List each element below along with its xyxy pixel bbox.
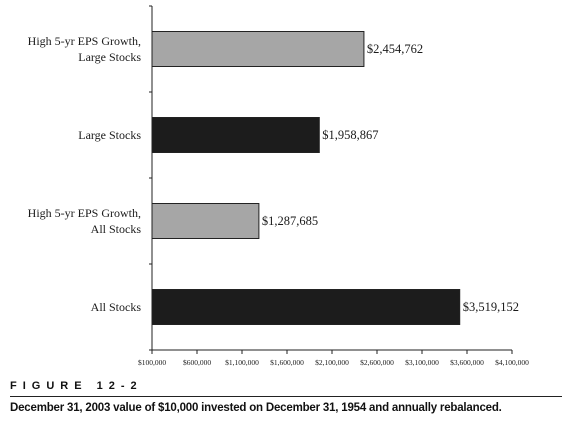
category-label-line: High 5-yr EPS Growth,	[28, 206, 141, 220]
bar	[151, 31, 365, 67]
category-label-line: Large Stocks	[78, 50, 141, 64]
x-tick-label: $600,000	[183, 358, 211, 367]
x-tick-label: $2,600,000	[360, 358, 394, 367]
x-tick-label: $100,000	[138, 358, 166, 367]
bar	[151, 289, 461, 325]
x-tick-label: $2,100,000	[315, 358, 349, 367]
category-label: All Stocks	[91, 300, 142, 314]
category-label-line: Large Stocks	[78, 128, 141, 142]
figure-divider	[10, 396, 562, 397]
figure-caption: December 31, 2003 value of $10,000 inves…	[10, 402, 502, 414]
category-label-line: All Stocks	[91, 222, 142, 236]
bar	[151, 203, 260, 239]
bar-chart: $100,000 $600,000 $1,100,000 $1,600,000 $2,1…	[28, 5, 529, 367]
x-tick-label: $1,600,000	[270, 358, 304, 367]
x-tick-label: $3,600,000	[450, 358, 484, 367]
chart-bars	[151, 31, 461, 325]
x-tick-label: $4,100,000	[495, 358, 529, 367]
x-tick-label: $1,100,000	[225, 358, 259, 367]
category-label: High 5-yr EPS Growth, Large Stocks	[28, 34, 142, 64]
x-tick-label: $3,100,000	[405, 358, 439, 367]
category-label: High 5-yr EPS Growth, All Stocks	[28, 206, 142, 236]
value-label: $2,454,762	[367, 42, 423, 56]
value-label: $1,287,685	[262, 214, 318, 228]
category-label-line: High 5-yr EPS Growth,	[28, 34, 141, 48]
value-label: $3,519,152	[463, 300, 519, 314]
category-label: Large Stocks	[78, 128, 141, 142]
chart-labels: $100,000 $600,000 $1,100,000 $1,600,000 $2,1…	[28, 34, 529, 367]
bar	[151, 117, 320, 153]
figure-label: FIGURE 12-2	[10, 380, 143, 392]
value-label: $1,958,867	[322, 128, 378, 142]
category-label-line: All Stocks	[91, 300, 142, 314]
